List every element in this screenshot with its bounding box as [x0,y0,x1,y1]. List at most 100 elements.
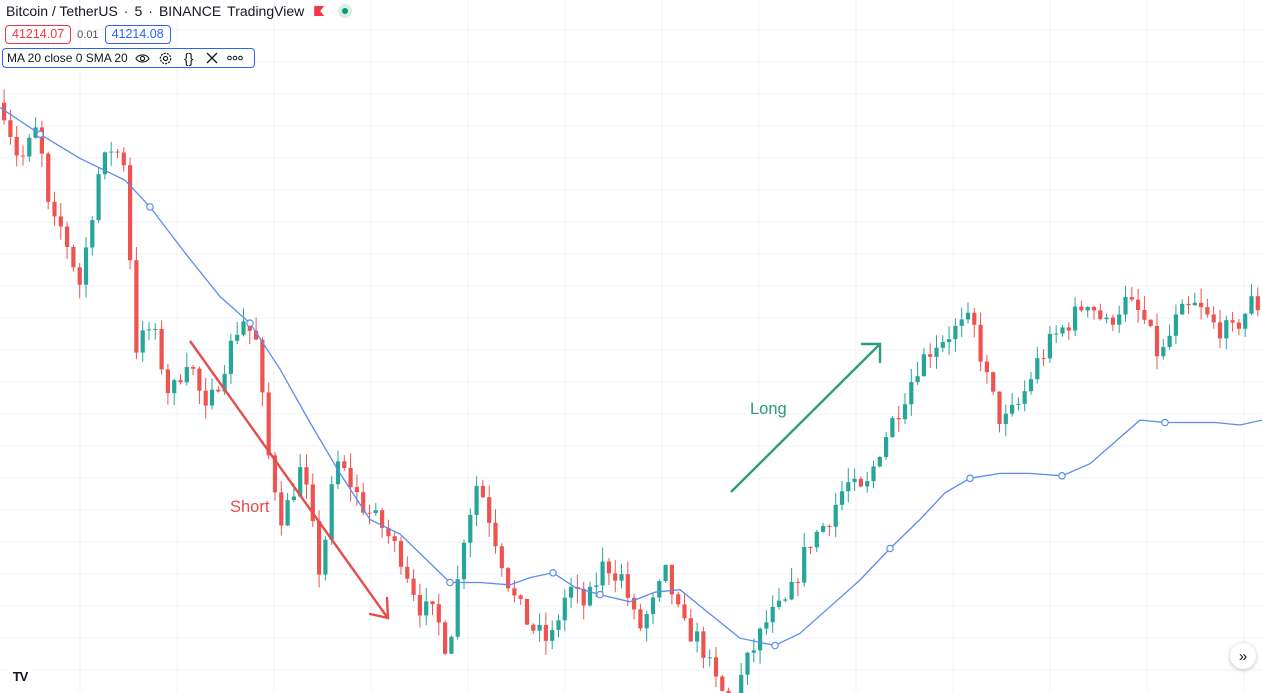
candle-body-down [682,604,687,619]
candle-body-down [14,136,19,156]
candle-body-down [128,165,133,261]
candle-body-up [424,601,429,616]
candle-body-up [172,380,177,394]
candle-body-up [745,652,750,675]
candle-body-up [663,564,668,582]
candle-body-down [632,597,637,610]
candle-body-down [896,418,901,420]
market-open-dot-icon [338,4,353,18]
candle-body-up [569,586,574,598]
candle-body-down [978,324,983,362]
candle-body-up [770,606,775,623]
candle-body-up [1022,391,1027,404]
candle-body-up [934,347,939,357]
flag-icon[interactable] [314,6,325,16]
candle-body-down [436,604,441,623]
long-annotation-label: Long [750,400,787,418]
candle-body-down [354,487,359,493]
candle-body-down [417,594,422,616]
braces-icon[interactable]: {} [184,50,194,66]
candle-body-up [329,484,334,540]
candle-body-up [562,597,567,621]
ma-point-marker [886,544,894,553]
candle-body-down [1129,296,1134,300]
ma-point-marker [446,578,454,587]
candle-body-down [524,598,530,625]
candle-body-up [877,456,882,467]
candle-body-up [146,329,152,331]
candle-body-up [1167,335,1172,347]
indicator-legend[interactable]: MA 20 close 0 SMA 20 {} [2,48,255,68]
interval-label[interactable]: 5 [134,3,143,19]
sell-price-button[interactable]: 41214.07 [5,25,72,44]
candle-body-down [676,594,681,605]
candle-body-down [1041,358,1046,360]
annotation-arrows [189,340,882,620]
buy-price-button[interactable]: 41214.08 [104,25,171,44]
candle-body-down [720,676,725,691]
candle-body-up [455,579,460,637]
candle-body-up [1243,313,1248,329]
candle-body-up [789,581,794,600]
candle-body-down [134,260,139,353]
candle-body-down [317,521,322,575]
candle-body-up [1073,306,1078,331]
symbol-name[interactable]: Bitcoin / TetherUS [6,3,118,19]
candle-body-down [342,461,347,468]
long-arrow-head [860,342,882,364]
candle-body-up [1192,302,1197,306]
more-icon[interactable] [226,50,243,66]
candle-body-down [625,574,630,598]
candle-body-up [1161,346,1166,357]
candle-body-up [1003,413,1008,424]
chevrons-right-icon[interactable]: » [1230,643,1256,669]
ma-point-marker [1161,418,1169,427]
candle-body-down [972,312,977,325]
candle-body-down [1199,302,1204,308]
candle-body-up [222,373,227,392]
candle-body-down [928,354,933,357]
candle-body-up [1054,333,1059,335]
candle-body-down [380,510,385,528]
candle-body-up [871,466,876,482]
ma-point-marker [1058,471,1066,480]
candle-body-up [1035,358,1040,380]
candle-body-up [965,312,971,320]
candle-body-down [39,127,44,154]
tradingview-logo[interactable]: TV [7,664,33,688]
candle-body-down [808,546,813,548]
candle-body-down [392,536,397,541]
candle-body-down [713,657,719,677]
indicator-label: MA 20 close 0 SMA 20 [7,51,128,65]
candle-body-down [260,339,265,393]
close-icon[interactable] [204,50,220,66]
candle-body-up [153,328,158,330]
candle-body-down [688,618,693,642]
candle-body-down [367,512,372,514]
candle-body-down [430,601,435,605]
short-arrow-shaft [189,340,388,618]
spread-value: 0.01 [77,28,99,41]
candle-body-down [197,368,202,391]
candle-body-up [1173,314,1178,336]
eye-icon[interactable] [135,50,151,66]
candle-body-down [386,527,391,537]
symbol-header: Bitcoin / TetherUS · 5 · BINANCE Trading… [6,1,353,21]
candle-body-up [764,622,769,629]
candle-body-down [8,120,13,137]
candle-body-down [1211,314,1216,323]
candle-body-down [1236,322,1241,329]
candle-body-down [493,522,498,547]
candle-body-down [858,478,863,487]
candle-body-up [839,491,845,505]
candle-body-down [1098,310,1103,320]
candle-body-up [751,650,756,653]
candle-body-down [203,390,208,406]
gear-icon[interactable] [158,50,174,66]
candle-body-up [537,624,542,631]
candle-body-up [90,220,95,248]
candle-body-down [254,330,259,340]
candle-body-down [178,380,183,383]
